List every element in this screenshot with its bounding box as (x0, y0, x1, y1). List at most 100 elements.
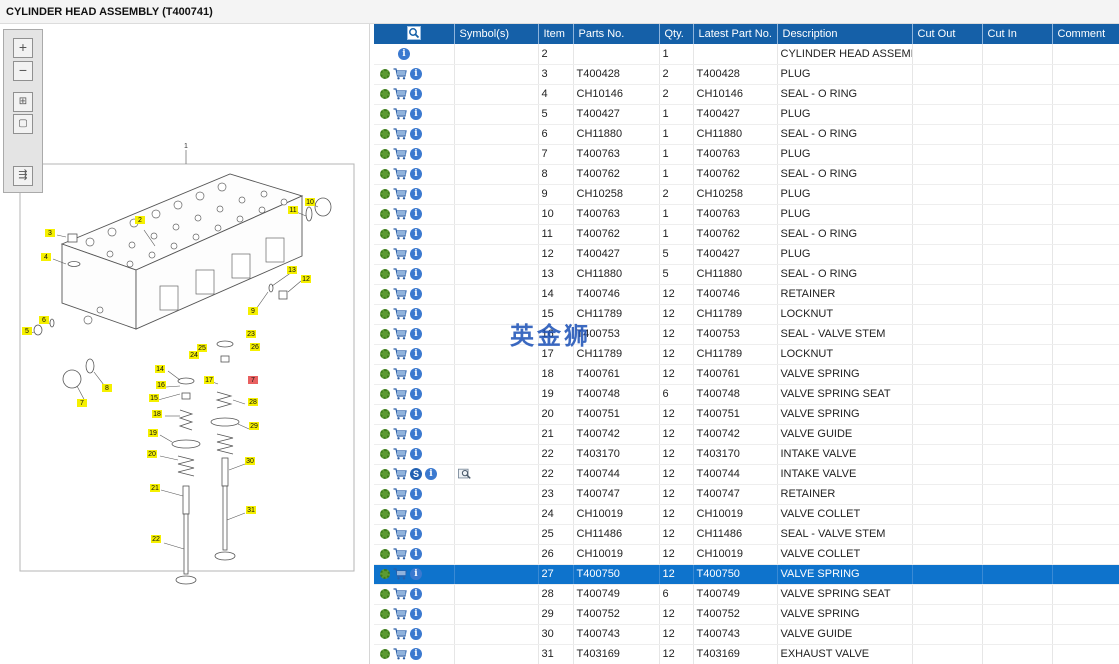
table-row[interactable]: i 14 T400746 12 T400746 RETAINER (374, 284, 1119, 305)
gear-icon[interactable] (380, 189, 390, 200)
info-icon[interactable]: i (410, 428, 422, 441)
callout-10-marker[interactable] (305, 198, 315, 206)
gear-icon[interactable] (380, 489, 390, 500)
callout-30-marker[interactable] (245, 457, 255, 465)
shopping-cart-icon[interactable] (393, 608, 407, 620)
table-row[interactable]: i 17 CH11789 12 CH11789 LOCKNUT (374, 344, 1119, 365)
callout-8-marker[interactable] (102, 384, 112, 392)
shopping-cart-icon[interactable] (393, 68, 407, 80)
callout-9-marker[interactable] (248, 307, 258, 315)
callout-7-marker[interactable] (77, 399, 87, 407)
callout-7[interactable]: 7 (80, 400, 84, 407)
gear-icon[interactable] (380, 69, 390, 80)
callout-21[interactable]: 21 (151, 485, 159, 492)
callout-26-marker[interactable] (250, 343, 260, 351)
callout-18-marker[interactable] (152, 410, 162, 418)
info-icon[interactable]: i (410, 288, 422, 301)
shopping-cart-icon[interactable] (393, 388, 407, 400)
callout-16[interactable]: 16 (157, 382, 165, 389)
info-icon[interactable]: i (410, 568, 422, 581)
table-row[interactable]: i 18 T400761 12 T400761 VALVE SPRING (374, 364, 1119, 385)
column-header-parts-no[interactable]: Parts No. (573, 24, 660, 44)
shopping-cart-icon[interactable] (393, 528, 407, 540)
shopping-cart-icon[interactable] (393, 228, 407, 240)
info-icon[interactable]: i (410, 628, 422, 641)
fit-to-window-button[interactable]: ⊞ (13, 92, 33, 112)
info-icon[interactable]: i (410, 388, 422, 401)
shopping-cart-icon[interactable] (393, 328, 407, 340)
info-icon[interactable]: i (410, 588, 422, 601)
gear-icon[interactable] (380, 549, 390, 560)
callout-12-marker[interactable] (301, 275, 311, 283)
callout-14[interactable]: 14 (156, 366, 164, 373)
callout-20-marker[interactable] (147, 450, 157, 458)
shopping-cart-icon[interactable] (393, 348, 407, 360)
callout-2[interactable]: 2 (138, 217, 142, 224)
gear-icon[interactable] (380, 109, 390, 120)
table-row[interactable]: i 9 CH10258 2 CH10258 PLUG (374, 184, 1119, 205)
gear-icon[interactable] (380, 449, 390, 460)
info-icon[interactable]: i (410, 168, 422, 181)
gear-icon[interactable] (380, 589, 390, 600)
callout-11-marker[interactable] (288, 206, 298, 214)
gear-icon[interactable] (380, 249, 390, 260)
info-icon[interactable]: i (410, 608, 422, 621)
callout-8[interactable]: 8 (105, 385, 109, 392)
callout-31[interactable]: 31 (247, 507, 255, 514)
table-row[interactable]: i 10 T400763 1 T400763 PLUG (374, 204, 1119, 225)
shopping-cart-icon[interactable] (393, 188, 407, 200)
callout-20[interactable]: 20 (148, 451, 156, 458)
callout-3-marker[interactable] (45, 229, 55, 237)
info-icon[interactable]: i (410, 548, 422, 561)
table-row[interactable]: i 12 T400427 5 T400427 PLUG (374, 244, 1119, 265)
column-header-comment[interactable]: Comment (1052, 24, 1119, 44)
table-row[interactable]: i 25 CH11486 12 CH11486 SEAL - VALVE STEM (374, 524, 1119, 545)
table-row[interactable]: i 13 CH11880 5 CH11880 SEAL - O RING (374, 264, 1119, 285)
column-header-symbols[interactable]: Symbol(s) (454, 24, 539, 44)
table-row[interactable]: i 5 T400427 1 T400427 PLUG (374, 104, 1119, 125)
callout-31-marker[interactable] (246, 506, 256, 514)
table-row[interactable]: i 19 T400748 6 T400748 VALVE SPRING SEAT (374, 384, 1119, 405)
column-header-cut-out[interactable]: Cut Out (912, 24, 983, 44)
info-icon[interactable]: i (410, 368, 422, 381)
column-header-cut-in[interactable]: Cut In (982, 24, 1053, 44)
info-icon[interactable]: i (425, 468, 437, 481)
info-icon[interactable]: i (410, 148, 422, 161)
info-icon[interactable]: i (410, 208, 422, 221)
info-icon[interactable]: i (410, 228, 422, 241)
table-row[interactable]: i 23 T400747 12 T400747 RETAINER (374, 484, 1119, 505)
callout-25[interactable]: 25 (198, 345, 206, 352)
gear-icon[interactable] (380, 469, 390, 480)
view-detail-icon[interactable] (457, 468, 472, 480)
shopping-cart-icon[interactable] (393, 648, 407, 660)
callout-23-marker[interactable] (246, 330, 256, 338)
callout-labels[interactable]: 2345678910111213141516171819202122232425… (22, 198, 315, 543)
info-icon[interactable]: i (410, 648, 422, 661)
callout-19[interactable]: 19 (149, 430, 157, 437)
callout-23[interactable]: 23 (247, 331, 255, 338)
callout-7-marker[interactable] (248, 376, 258, 384)
callout-11[interactable]: 11 (289, 207, 296, 214)
gear-icon[interactable] (380, 389, 390, 400)
table-row[interactable]: i 6 CH11880 1 CH11880 SEAL - O RING (374, 124, 1119, 145)
callout-4[interactable]: 4 (44, 254, 48, 261)
info-icon[interactable]: i (410, 308, 422, 321)
table-row[interactable]: i 29 T400752 12 T400752 VALVE SPRING (374, 604, 1119, 625)
supersession-s-icon[interactable]: S (410, 468, 422, 481)
gear-icon[interactable] (380, 649, 390, 660)
shopping-cart-icon[interactable] (393, 448, 407, 460)
gear-icon[interactable] (380, 569, 390, 580)
shopping-cart-icon[interactable] (393, 368, 407, 380)
callout-17-marker[interactable] (204, 376, 214, 384)
shopping-cart-icon[interactable] (393, 108, 407, 120)
search-parts-icon[interactable] (406, 25, 421, 40)
toggle-layout-button[interactable]: ⇶ (13, 166, 33, 186)
gear-icon[interactable] (380, 309, 390, 320)
table-row[interactable]: i 16 T400753 12 T400753 SEAL - VALVE STEM (374, 324, 1119, 345)
table-row[interactable]: i 27 T400750 12 T400750 VALVE SPRING (374, 564, 1119, 585)
info-icon[interactable]: i (410, 268, 422, 281)
table-row[interactable]: i 24 CH10019 12 CH10019 VALVE COLLET (374, 504, 1119, 525)
info-icon[interactable]: i (410, 408, 422, 421)
callout-24[interactable]: 24 (190, 352, 198, 359)
callout-5-marker[interactable] (22, 327, 32, 335)
